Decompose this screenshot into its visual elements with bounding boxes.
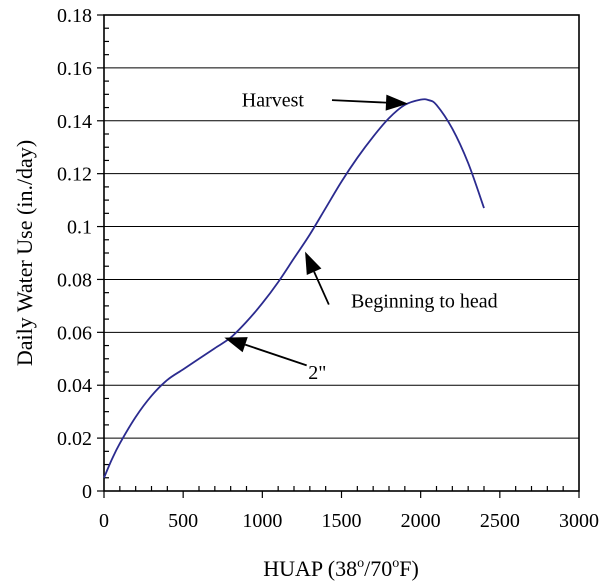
x-tick-labels: 0 500 1000 1500 2000 2500 3000 [99, 510, 599, 532]
annotation-arrow-shaft [313, 271, 330, 305]
annotation-arrow-shaft [331, 99, 387, 104]
y-tick-label: 0.18 [57, 5, 92, 27]
annotation: Beginning to head [305, 251, 498, 313]
y-tick-label: 0.06 [57, 322, 92, 344]
annotation-arrow-shaft [244, 343, 307, 367]
x-tick-label: 500 [168, 510, 198, 532]
axis-ticks [97, 14, 580, 498]
annotation-arrow-head [224, 337, 248, 353]
annotation-label: 2" [308, 362, 326, 384]
annotation: Harvest [242, 90, 408, 112]
x-tick-label: 1000 [242, 510, 282, 532]
y-tick-labels: 0 0.02 0.04 0.06 0.08 0.1 0.12 0.14 0.16 0.18 [57, 5, 92, 503]
annotation-label: Beginning to head [351, 291, 498, 313]
grid-lines [104, 67, 579, 439]
y-tick-label: 0.02 [57, 428, 92, 450]
plot-frame [103, 14, 580, 492]
annotation-arrow-head [385, 94, 408, 111]
y-tick-label: 0.14 [57, 111, 92, 133]
annotation-arrow-head [305, 251, 322, 276]
y-tick-label: 0.04 [57, 375, 92, 397]
annotations: Harvest Beginning to head 2" [224, 90, 498, 384]
y-tick-label: 0.16 [57, 58, 92, 80]
y-tick-label: 0.08 [57, 269, 92, 291]
y-tick-label: 0.12 [57, 164, 92, 186]
x-tick-label: 0 [99, 510, 109, 532]
x-tick-label: 2500 [480, 510, 520, 532]
water-use-line [103, 98, 485, 479]
y-tick-label: 0 [82, 481, 92, 503]
y-axis-label: Daily Water Use (in./day) [12, 140, 37, 366]
x-tick-label: 2000 [401, 510, 441, 532]
x-tick-label: 1500 [322, 510, 362, 532]
x-tick-label: 3000 [559, 510, 599, 532]
y-tick-label: 0.1 [67, 217, 92, 239]
x-axis-label: HUAP (38o/70oF) [263, 556, 419, 581]
annotation: 2" [224, 337, 326, 384]
annotation-label: Harvest [242, 90, 305, 112]
